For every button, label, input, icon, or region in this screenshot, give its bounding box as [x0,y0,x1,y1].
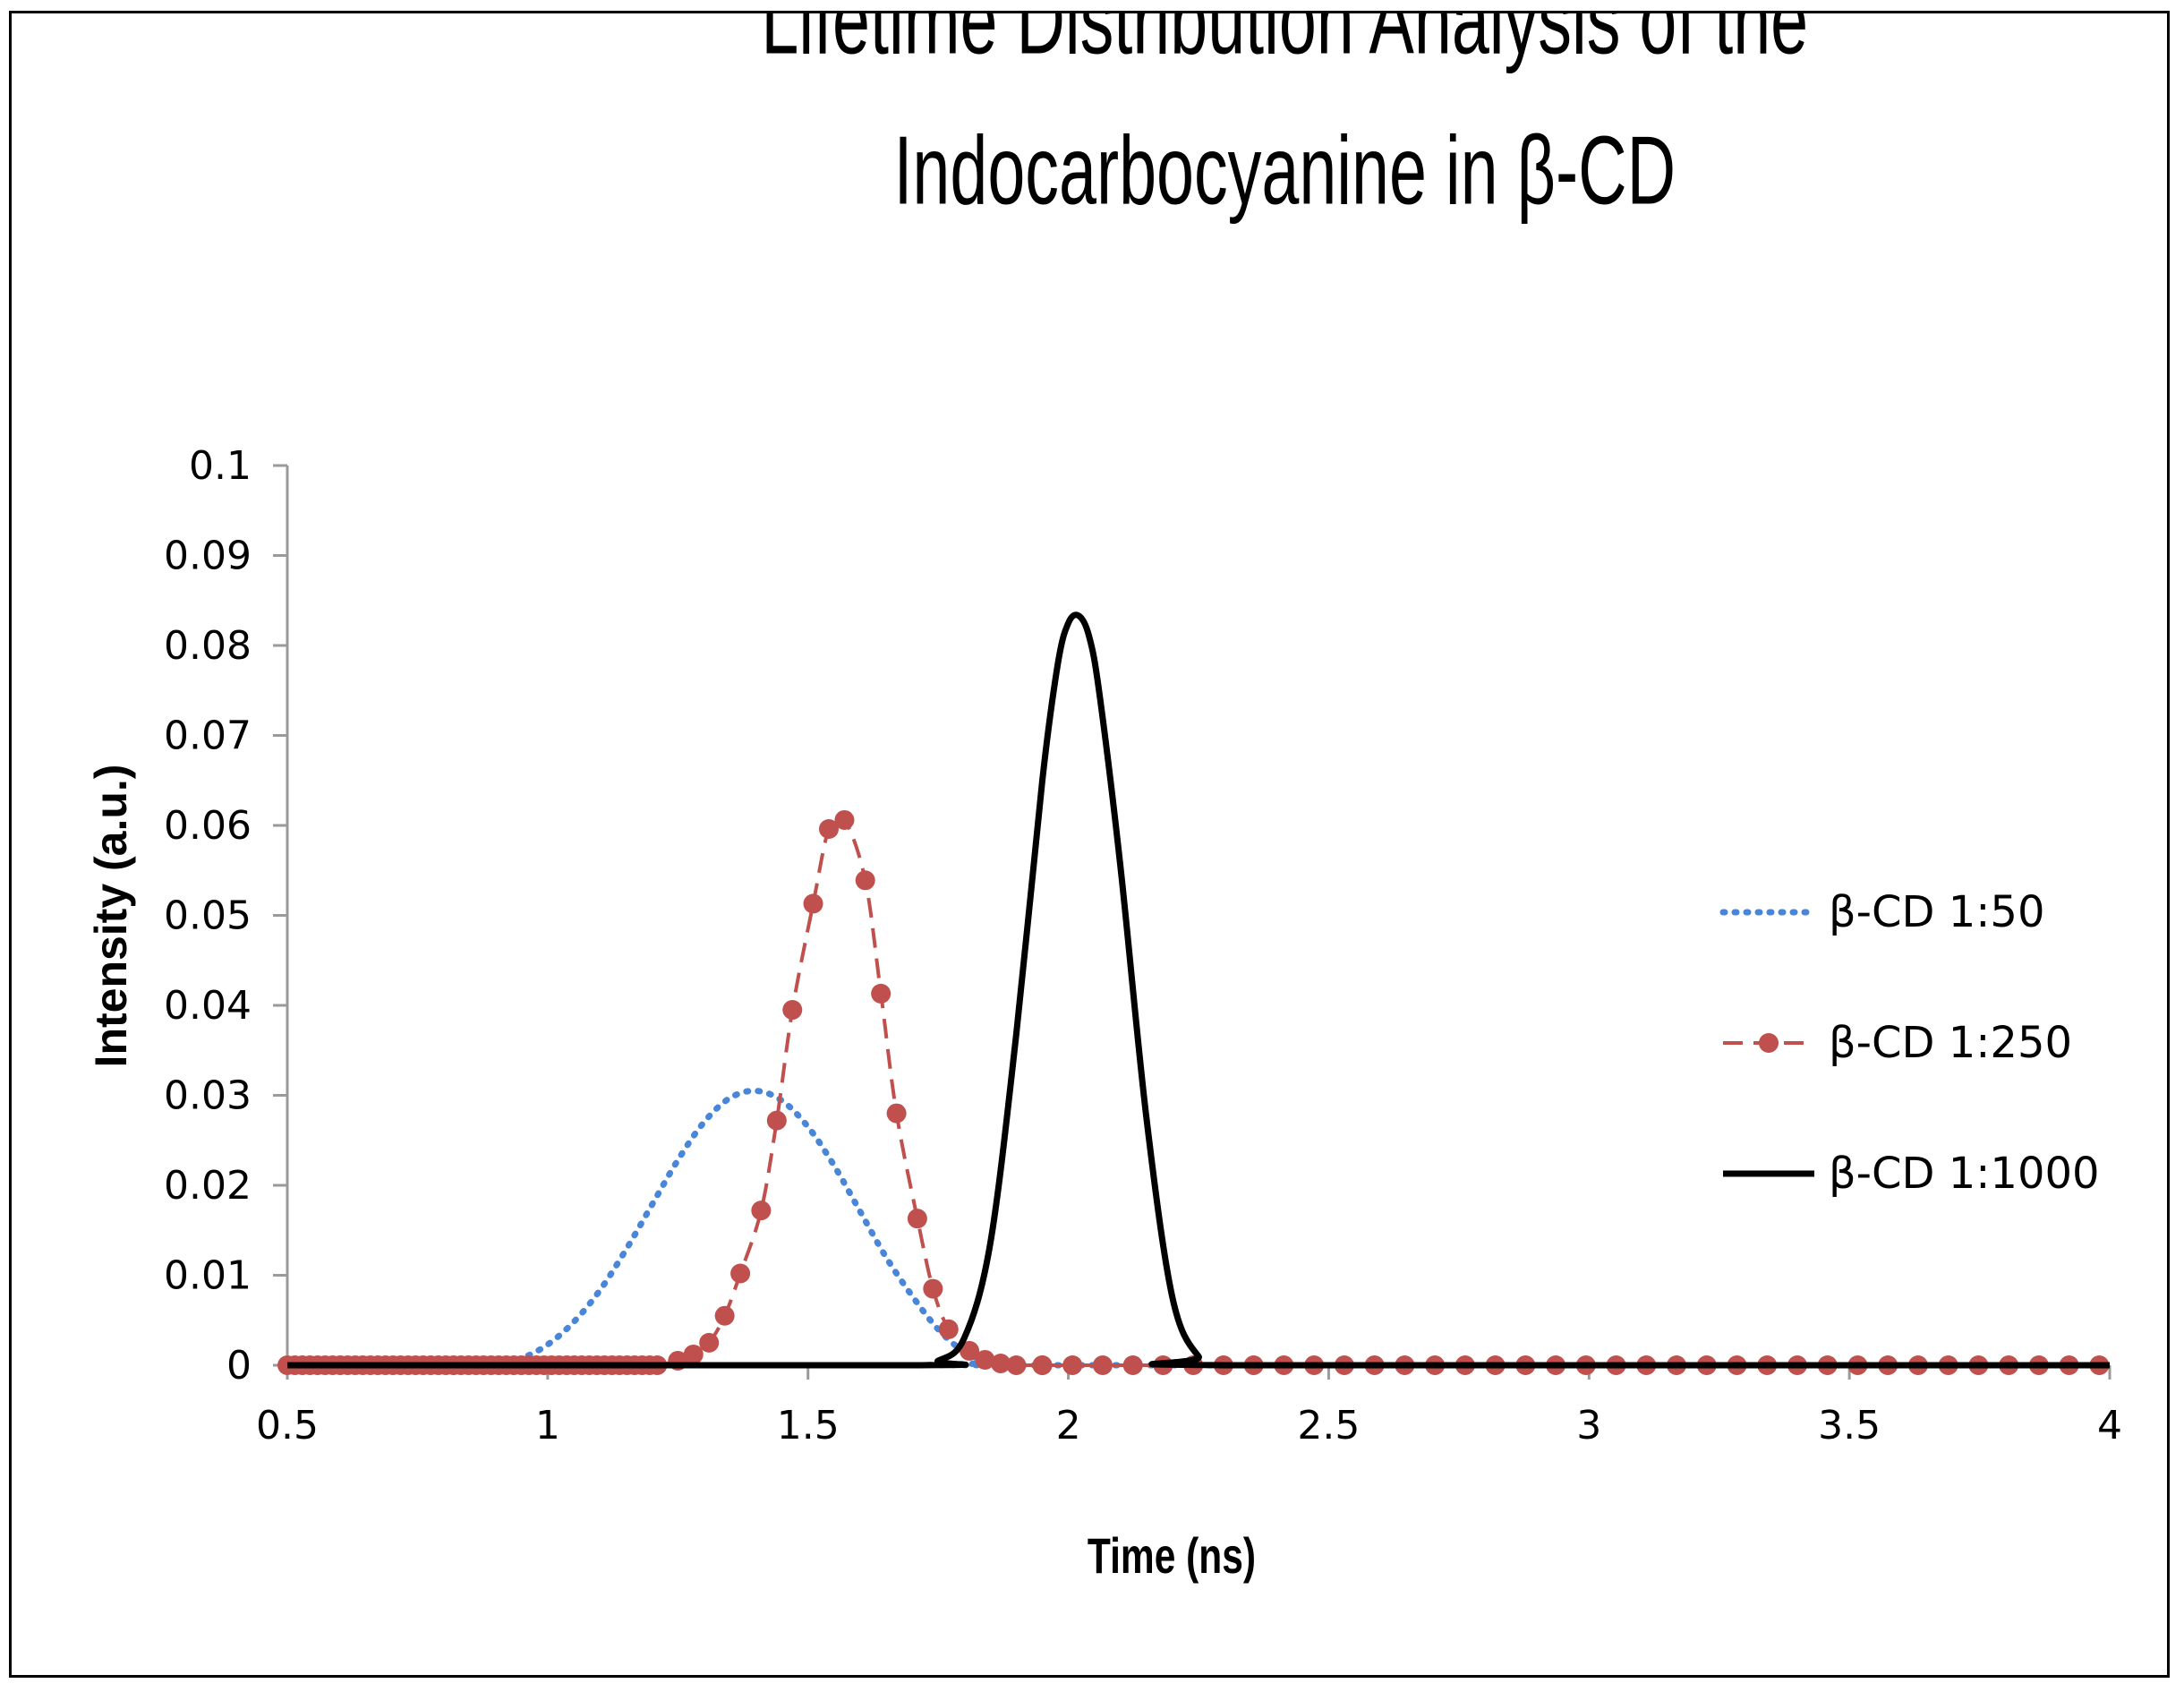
x-tick-label: 2.5 [1297,1403,1360,1448]
x-tick-label: 4 [2097,1403,2122,1448]
x-axis-title: Time (ns) [1088,1527,1256,1584]
series-2-marker [834,809,855,830]
x-tick-label: 0.5 [256,1403,319,1448]
series-2-marker [751,1201,772,1221]
x-tick-label: 2 [1056,1403,1081,1448]
series-2-marker [730,1263,751,1284]
legend: β-CD 1:50 β-CD 1:250 β-CD 1:1000 [1719,887,2100,1199]
series-layer [277,611,2113,1375]
legend-label-series-3: β-CD 1:1000 [1829,1149,2100,1199]
series-1-line [284,1087,2113,1369]
series-2-marker [683,1344,704,1364]
y-tick-label: 0.09 [164,534,252,579]
series-2-marker [782,1000,803,1021]
series-2-marker [818,819,839,840]
chart-title-line-2: Indocarbocyanine in β-CD [893,115,1676,225]
y-tick-label: 0.06 [164,803,252,849]
series-2-marker [714,1305,735,1326]
legend-label-series-1: β-CD 1:50 [1829,887,2044,937]
x-tick-label: 3 [1576,1403,1601,1448]
series-3 [287,611,2110,1369]
series-2-marker [938,1319,959,1339]
x-tick-label: 3.5 [1818,1403,1881,1448]
series-2-marker [990,1353,1011,1373]
series-2-marker [886,1103,907,1124]
series-3-line [287,611,2110,1369]
y-tick-label: 0.07 [164,714,252,759]
series-2-marker [1006,1355,1027,1375]
y-tick-label: 0.04 [164,983,252,1029]
y-tick-label: 0.08 [164,623,252,669]
chart-frame: Lifetime Distribution Analysis of the In… [9,11,2170,1678]
x-tick-labels: 0.5 1 1.5 2 2.5 3 3.5 4 [256,1403,2122,1448]
legend-marker-series-2 [1759,1033,1779,1053]
legend-label-series-2: β-CD 1:250 [1829,1018,2072,1068]
y-tick-label: 0.03 [164,1073,252,1119]
y-tick-label: 0.01 [164,1253,252,1299]
series-2-marker [1092,1355,1113,1375]
series-2-marker [871,983,892,1004]
series-2-marker [1032,1355,1053,1375]
series-2-marker [907,1209,927,1229]
x-tick-label: 1.5 [777,1403,840,1448]
y-tick-label: 0 [226,1343,252,1389]
series-2-marker [855,870,875,891]
y-tick-labels: 0 0.01 0.02 0.03 0.04 0.05 0.06 0.07 0.08 0.09 0.1 [164,443,252,1389]
y-tick-label: 0.1 [189,443,252,489]
chart-title-line-1: Lifetime Distribution Analysis of the [761,13,1808,74]
series-1 [284,1087,2113,1369]
series-2-marker [1062,1355,1083,1375]
chart-canvas: Lifetime Distribution Analysis of the In… [86,13,2122,1584]
legend-item-series-3: β-CD 1:1000 [1723,1149,2100,1199]
legend-item-series-2: β-CD 1:250 [1723,1018,2072,1068]
series-2-marker [803,893,823,914]
series-2-marker [1122,1355,1143,1375]
series-2-marker [975,1349,995,1370]
series-2-marker [699,1332,720,1353]
y-axis-title: Intensity (a.u.) [86,765,136,1068]
y-tick-label: 0.05 [164,893,252,939]
series-2-marker [960,1340,980,1361]
series-2-marker [766,1110,787,1131]
legend-item-series-1: β-CD 1:50 [1719,887,2044,937]
series-2-marker [923,1278,943,1299]
y-tick-label: 0.02 [164,1163,252,1209]
x-tick-label: 1 [535,1403,560,1448]
